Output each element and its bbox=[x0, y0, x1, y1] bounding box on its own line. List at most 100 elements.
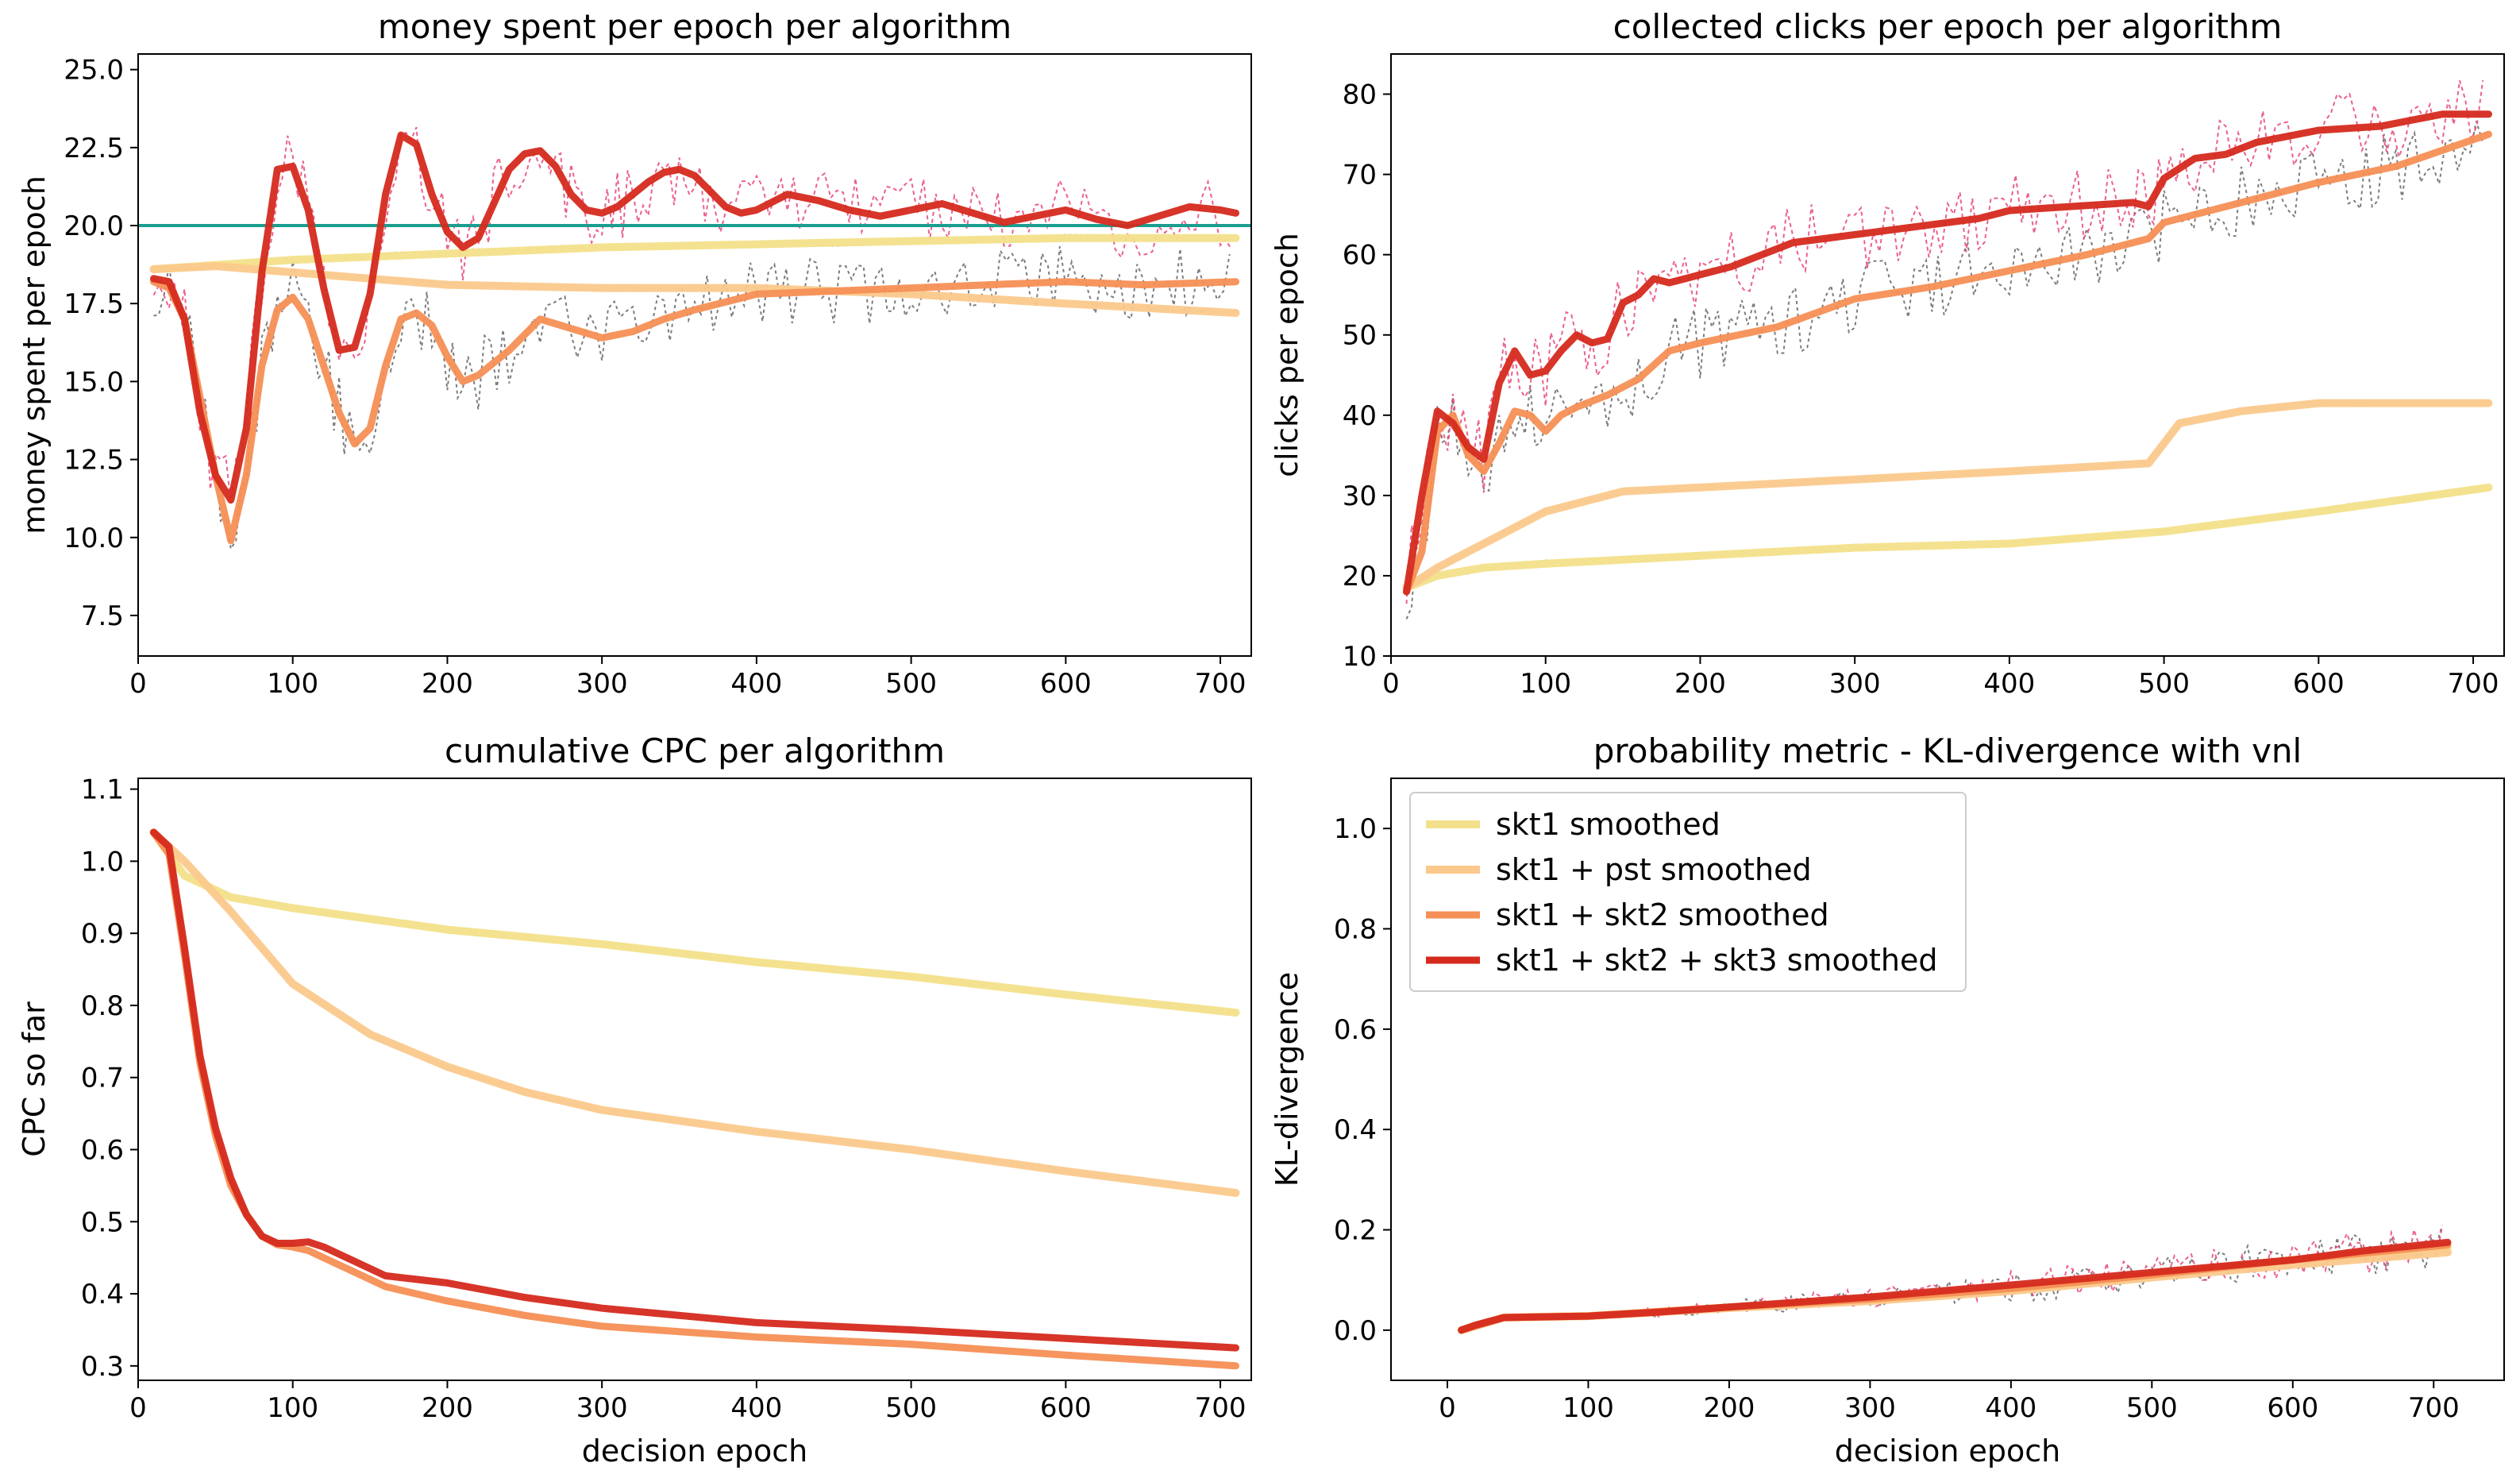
legend-label: skt1 + skt2 + skt3 smoothed bbox=[1496, 943, 1938, 978]
x-tick-label: 100 bbox=[1562, 1392, 1614, 1424]
x-tick-label: 500 bbox=[2138, 668, 2190, 700]
y-tick-label: 30 bbox=[1343, 480, 1377, 512]
plot-area bbox=[1457, 1225, 2452, 1334]
x-tick-label: 200 bbox=[422, 668, 473, 700]
y-tick-label: 0.8 bbox=[1334, 914, 1377, 946]
y-tick-label: 17.5 bbox=[64, 288, 124, 320]
x-tick-label: 500 bbox=[2126, 1392, 2178, 1424]
y-axis-label: clicks per epoch bbox=[1270, 233, 1304, 477]
x-tick-label: 700 bbox=[2408, 1392, 2460, 1424]
x-tick-label: 100 bbox=[267, 668, 318, 700]
x-tick-label: 200 bbox=[1703, 1392, 1755, 1424]
y-tick-label: 60 bbox=[1343, 240, 1377, 272]
x-tick-label: 200 bbox=[422, 1392, 473, 1424]
y-tick-label: 0.7 bbox=[81, 1063, 124, 1094]
y-tick-label: 25.0 bbox=[64, 55, 124, 87]
y-tick-label: 50 bbox=[1343, 320, 1377, 352]
x-tick-label: 600 bbox=[1040, 668, 1092, 700]
legend: skt1 smoothed skt1 + pst smoothed skt1 + s… bbox=[1409, 792, 1967, 992]
x-tick-label: 0 bbox=[129, 668, 147, 700]
panel-4: 0 100 200 300 400 500 600 700 0.0 0.2 0.4 0.6 0.8 1.0… bbox=[1270, 731, 2505, 1468]
axes-frame bbox=[137, 778, 1252, 1381]
raw-trace-3 bbox=[1405, 121, 2483, 619]
x-tick-label: 400 bbox=[730, 668, 782, 700]
x-axis-label: decision epoch bbox=[582, 1434, 807, 1468]
y-tick-label: 10 bbox=[1343, 641, 1377, 673]
y-tick-label: 0.2 bbox=[1334, 1215, 1377, 1247]
series-line-4 bbox=[1403, 110, 2492, 596]
axes-frame bbox=[1390, 778, 2505, 1381]
x-tick-label: 200 bbox=[1674, 668, 1726, 700]
x-tick-label: 300 bbox=[1829, 668, 1881, 700]
panel-3: 0 100 200 300 400 500 600 700 0.3 0.4 0.5 0.6 0.7 0.8… bbox=[17, 731, 1252, 1468]
raw-trace-4 bbox=[1405, 79, 2484, 604]
y-tick-label: 15.0 bbox=[64, 366, 124, 398]
series-line-2 bbox=[149, 828, 1240, 1197]
series-line-4 bbox=[1458, 1238, 2452, 1334]
y-axis-label: KL-divergence bbox=[1270, 972, 1304, 1187]
chart-title: probability metric - KL-divergence with … bbox=[1593, 731, 2302, 770]
x-tick-label: 300 bbox=[576, 1392, 628, 1424]
series-line-2 bbox=[1402, 399, 2493, 592]
y-tick-label: 10.0 bbox=[64, 523, 124, 554]
y-tick-label: 1.1 bbox=[81, 774, 124, 806]
chart-title: cumulative CPC per algorithm bbox=[445, 731, 945, 770]
x-tick-label: 400 bbox=[1983, 668, 2035, 700]
y-tick-label: 0.5 bbox=[81, 1206, 124, 1238]
raw-trace-2 bbox=[152, 833, 1208, 1188]
x-tick-label: 0 bbox=[1382, 668, 1400, 700]
series-line-4 bbox=[150, 131, 1239, 504]
x-tick-label: 0 bbox=[129, 1392, 147, 1424]
plot-area bbox=[149, 828, 1240, 1370]
y-tick-label: 0.6 bbox=[81, 1135, 124, 1167]
x-tick-label: 600 bbox=[2267, 1392, 2318, 1424]
y-tick-label: 1.0 bbox=[81, 846, 124, 878]
x-tick-label: 600 bbox=[1040, 1392, 1092, 1424]
y-tick-label: 0.9 bbox=[81, 918, 124, 950]
raw-trace-1 bbox=[152, 835, 1208, 1010]
x-tick-label: 300 bbox=[576, 668, 628, 700]
y-axis-label: CPC so far bbox=[17, 1001, 52, 1157]
x-tick-label: 0 bbox=[1439, 1392, 1456, 1424]
x-tick-label: 100 bbox=[1520, 668, 1571, 700]
raw-trace-4 bbox=[152, 126, 1231, 504]
x-tick-label: 700 bbox=[1195, 668, 1247, 700]
x-tick-label: 300 bbox=[1844, 1392, 1896, 1424]
panel-2: 0 100 200 300 400 500 600 700 10 20 30 40 50 60 70 80 co… bbox=[1270, 7, 2505, 700]
y-tick-label: 20.0 bbox=[64, 210, 124, 242]
x-tick-label: 400 bbox=[1985, 1392, 2036, 1424]
x-tick-label: 700 bbox=[1195, 1392, 1247, 1424]
chart-title: money spent per epoch per algorithm bbox=[378, 7, 1011, 46]
x-tick-label: 500 bbox=[885, 1392, 937, 1424]
y-tick-label: 1.0 bbox=[1334, 813, 1377, 845]
legend-label: skt1 smoothed bbox=[1496, 807, 1720, 842]
series-line-1 bbox=[1402, 483, 2493, 592]
y-tick-label: 7.5 bbox=[81, 600, 124, 632]
plot-area bbox=[138, 126, 1251, 551]
y-tick-label: 20 bbox=[1343, 561, 1377, 592]
x-tick-label: 500 bbox=[885, 668, 937, 700]
y-tick-label: 0.4 bbox=[1334, 1114, 1377, 1146]
y-tick-label: 40 bbox=[1343, 400, 1377, 432]
y-tick-label: 0.4 bbox=[81, 1279, 124, 1310]
x-tick-label: 400 bbox=[730, 1392, 782, 1424]
y-tick-label: 0.0 bbox=[1334, 1315, 1377, 1347]
y-tick-label: 12.5 bbox=[64, 445, 124, 477]
series-line-2 bbox=[149, 262, 1240, 317]
x-tick-label: 600 bbox=[2293, 668, 2345, 700]
series-line-1 bbox=[149, 828, 1240, 1017]
axes-frame bbox=[1390, 53, 2505, 657]
y-axis-label: money spent per epoch bbox=[17, 176, 52, 534]
y-tick-label: 0.3 bbox=[81, 1351, 124, 1383]
y-tick-label: 0.6 bbox=[1334, 1014, 1377, 1046]
raw-trace-3 bbox=[153, 246, 1231, 551]
plot-area bbox=[1402, 79, 2493, 619]
legend-label: skt1 + pst smoothed bbox=[1496, 852, 1812, 887]
y-tick-label: 0.8 bbox=[81, 990, 124, 1022]
x-tick-label: 700 bbox=[2448, 668, 2499, 700]
series-line-3 bbox=[150, 278, 1239, 545]
y-tick-label: 22.5 bbox=[64, 133, 124, 164]
panel-1: 0 100 200 300 400 500 600 700 7.5 10.0 12.5 15.0 17.… bbox=[17, 7, 1252, 700]
chart-title: collected clicks per epoch per algorithm bbox=[1613, 7, 2283, 46]
